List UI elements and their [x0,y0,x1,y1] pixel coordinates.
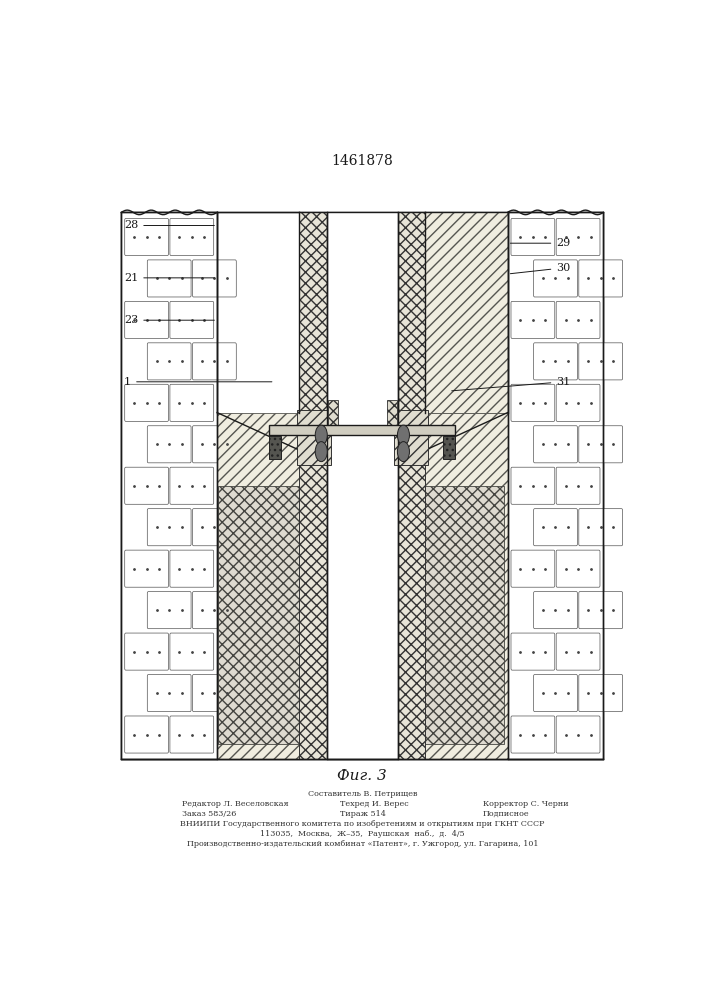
Bar [269,436,281,459]
FancyBboxPatch shape [124,550,168,587]
Polygon shape [217,413,327,759]
FancyBboxPatch shape [556,218,600,256]
Ellipse shape [397,425,409,445]
FancyBboxPatch shape [124,218,168,256]
FancyBboxPatch shape [192,509,236,546]
FancyBboxPatch shape [579,509,623,546]
FancyBboxPatch shape [124,301,168,338]
Bar [426,212,508,413]
Text: 29: 29 [510,238,571,248]
FancyBboxPatch shape [170,218,214,256]
Bar [394,410,428,465]
FancyBboxPatch shape [124,467,168,504]
FancyBboxPatch shape [192,260,236,297]
Bar [299,212,327,413]
Bar [508,212,604,759]
Bar [269,425,455,435]
FancyBboxPatch shape [192,426,236,463]
FancyBboxPatch shape [124,384,168,421]
FancyBboxPatch shape [170,550,214,587]
Text: 1: 1 [124,377,272,387]
FancyBboxPatch shape [556,550,600,587]
FancyBboxPatch shape [579,260,623,297]
Bar [398,463,426,759]
FancyBboxPatch shape [147,426,191,463]
Text: Подписное: Подписное [483,810,530,818]
FancyBboxPatch shape [170,716,214,753]
Text: Редактор Л. Веселовская: Редактор Л. Веселовская [182,800,288,808]
Text: 21: 21 [124,273,214,283]
Bar [122,212,217,759]
FancyBboxPatch shape [147,509,191,546]
Text: 23: 23 [124,315,214,325]
FancyBboxPatch shape [170,467,214,504]
FancyBboxPatch shape [579,675,623,712]
FancyBboxPatch shape [147,343,191,380]
FancyBboxPatch shape [534,260,578,297]
FancyBboxPatch shape [511,467,555,504]
FancyBboxPatch shape [579,426,623,463]
FancyBboxPatch shape [192,343,236,380]
Ellipse shape [315,425,327,445]
Bar [218,486,324,744]
FancyBboxPatch shape [511,633,555,670]
FancyBboxPatch shape [147,260,191,297]
Text: Тираж 514: Тираж 514 [341,810,386,818]
Ellipse shape [315,442,327,462]
Bar [299,463,327,759]
Text: Производственно-издательский комбинат «Патент», г. Ужгород, ул. Гагарина, 101: Производственно-издательский комбинат «П… [187,840,538,848]
FancyBboxPatch shape [170,633,214,670]
FancyBboxPatch shape [511,716,555,753]
Text: 113035,  Москва,  Ж–35,  Раушская  наб.,  д.  4/5: 113035, Москва, Ж–35, Раушская наб., д. … [260,830,464,838]
Text: Корректор С. Черни: Корректор С. Черни [483,800,568,808]
FancyBboxPatch shape [170,384,214,421]
Text: 30: 30 [510,263,571,274]
FancyBboxPatch shape [534,675,578,712]
FancyBboxPatch shape [556,384,600,421]
FancyBboxPatch shape [556,467,600,504]
FancyBboxPatch shape [556,633,600,670]
Bar [328,400,338,426]
FancyBboxPatch shape [147,592,191,629]
FancyBboxPatch shape [534,509,578,546]
Polygon shape [398,413,508,759]
FancyBboxPatch shape [579,343,623,380]
Text: Фиг. 3: Фиг. 3 [337,769,387,783]
Polygon shape [302,413,324,443]
FancyBboxPatch shape [534,343,578,380]
FancyBboxPatch shape [511,301,555,338]
Bar [398,212,426,413]
FancyBboxPatch shape [556,716,600,753]
Bar [297,410,331,465]
Text: 1461878: 1461878 [332,154,393,168]
FancyBboxPatch shape [192,592,236,629]
FancyBboxPatch shape [124,716,168,753]
Text: Составитель В. Петрищев: Составитель В. Петрищев [308,790,417,798]
Text: Заказ 583/26: Заказ 583/26 [182,810,236,818]
Bar [327,212,398,759]
Text: ВНИИПИ Государственного комитета по изобретениям и открытиям при ГКНТ СССР: ВНИИПИ Государственного комитета по изоб… [180,820,544,828]
Text: 31: 31 [452,377,571,391]
Text: 28: 28 [124,220,214,230]
Bar [387,400,397,426]
FancyBboxPatch shape [579,592,623,629]
Ellipse shape [397,442,409,462]
Polygon shape [401,413,423,443]
FancyBboxPatch shape [511,384,555,421]
FancyBboxPatch shape [147,675,191,712]
FancyBboxPatch shape [170,301,214,338]
FancyBboxPatch shape [534,592,578,629]
FancyBboxPatch shape [511,218,555,256]
Bar [443,436,455,459]
FancyBboxPatch shape [192,675,236,712]
FancyBboxPatch shape [556,301,600,338]
Bar [508,212,604,759]
FancyBboxPatch shape [511,550,555,587]
FancyBboxPatch shape [124,633,168,670]
Text: Техред И. Верес: Техред И. Верес [341,800,409,808]
Bar [122,212,217,759]
Bar [122,212,604,759]
FancyBboxPatch shape [534,426,578,463]
Bar [401,486,503,744]
